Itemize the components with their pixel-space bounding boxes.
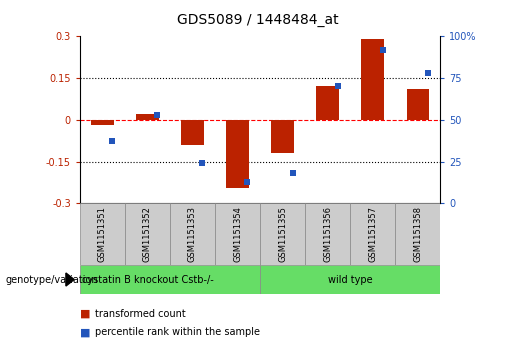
Text: transformed count: transformed count bbox=[95, 309, 186, 319]
Bar bbox=[80, 265, 260, 294]
Bar bbox=[305, 203, 350, 265]
Text: GSM1151355: GSM1151355 bbox=[278, 206, 287, 262]
Text: cystatin B knockout Cstb-/-: cystatin B knockout Cstb-/- bbox=[81, 274, 213, 285]
Text: GSM1151352: GSM1151352 bbox=[143, 206, 152, 262]
Text: ■: ■ bbox=[80, 327, 90, 337]
Text: GSM1151358: GSM1151358 bbox=[414, 206, 422, 262]
Bar bbox=[271, 120, 294, 153]
Text: percentile rank within the sample: percentile rank within the sample bbox=[95, 327, 260, 337]
Bar bbox=[181, 120, 204, 145]
Bar bbox=[362, 39, 384, 120]
Bar bbox=[406, 89, 429, 120]
Bar bbox=[260, 265, 440, 294]
Text: GSM1151357: GSM1151357 bbox=[368, 206, 377, 262]
Bar bbox=[125, 203, 170, 265]
Bar bbox=[215, 203, 260, 265]
Text: GSM1151356: GSM1151356 bbox=[323, 206, 332, 262]
Text: ■: ■ bbox=[80, 309, 90, 319]
Bar bbox=[136, 114, 159, 120]
Text: genotype/variation: genotype/variation bbox=[5, 274, 98, 285]
Bar bbox=[91, 120, 114, 125]
Bar bbox=[170, 203, 215, 265]
Text: GDS5089 / 1448484_at: GDS5089 / 1448484_at bbox=[177, 13, 338, 27]
Text: wild type: wild type bbox=[328, 274, 372, 285]
Bar bbox=[226, 120, 249, 188]
Bar bbox=[260, 203, 305, 265]
Bar bbox=[316, 86, 339, 120]
Bar bbox=[350, 203, 396, 265]
Text: GSM1151354: GSM1151354 bbox=[233, 206, 242, 262]
Bar bbox=[80, 203, 125, 265]
Bar bbox=[396, 203, 440, 265]
Text: GSM1151351: GSM1151351 bbox=[98, 206, 107, 262]
Text: GSM1151353: GSM1151353 bbox=[188, 206, 197, 262]
